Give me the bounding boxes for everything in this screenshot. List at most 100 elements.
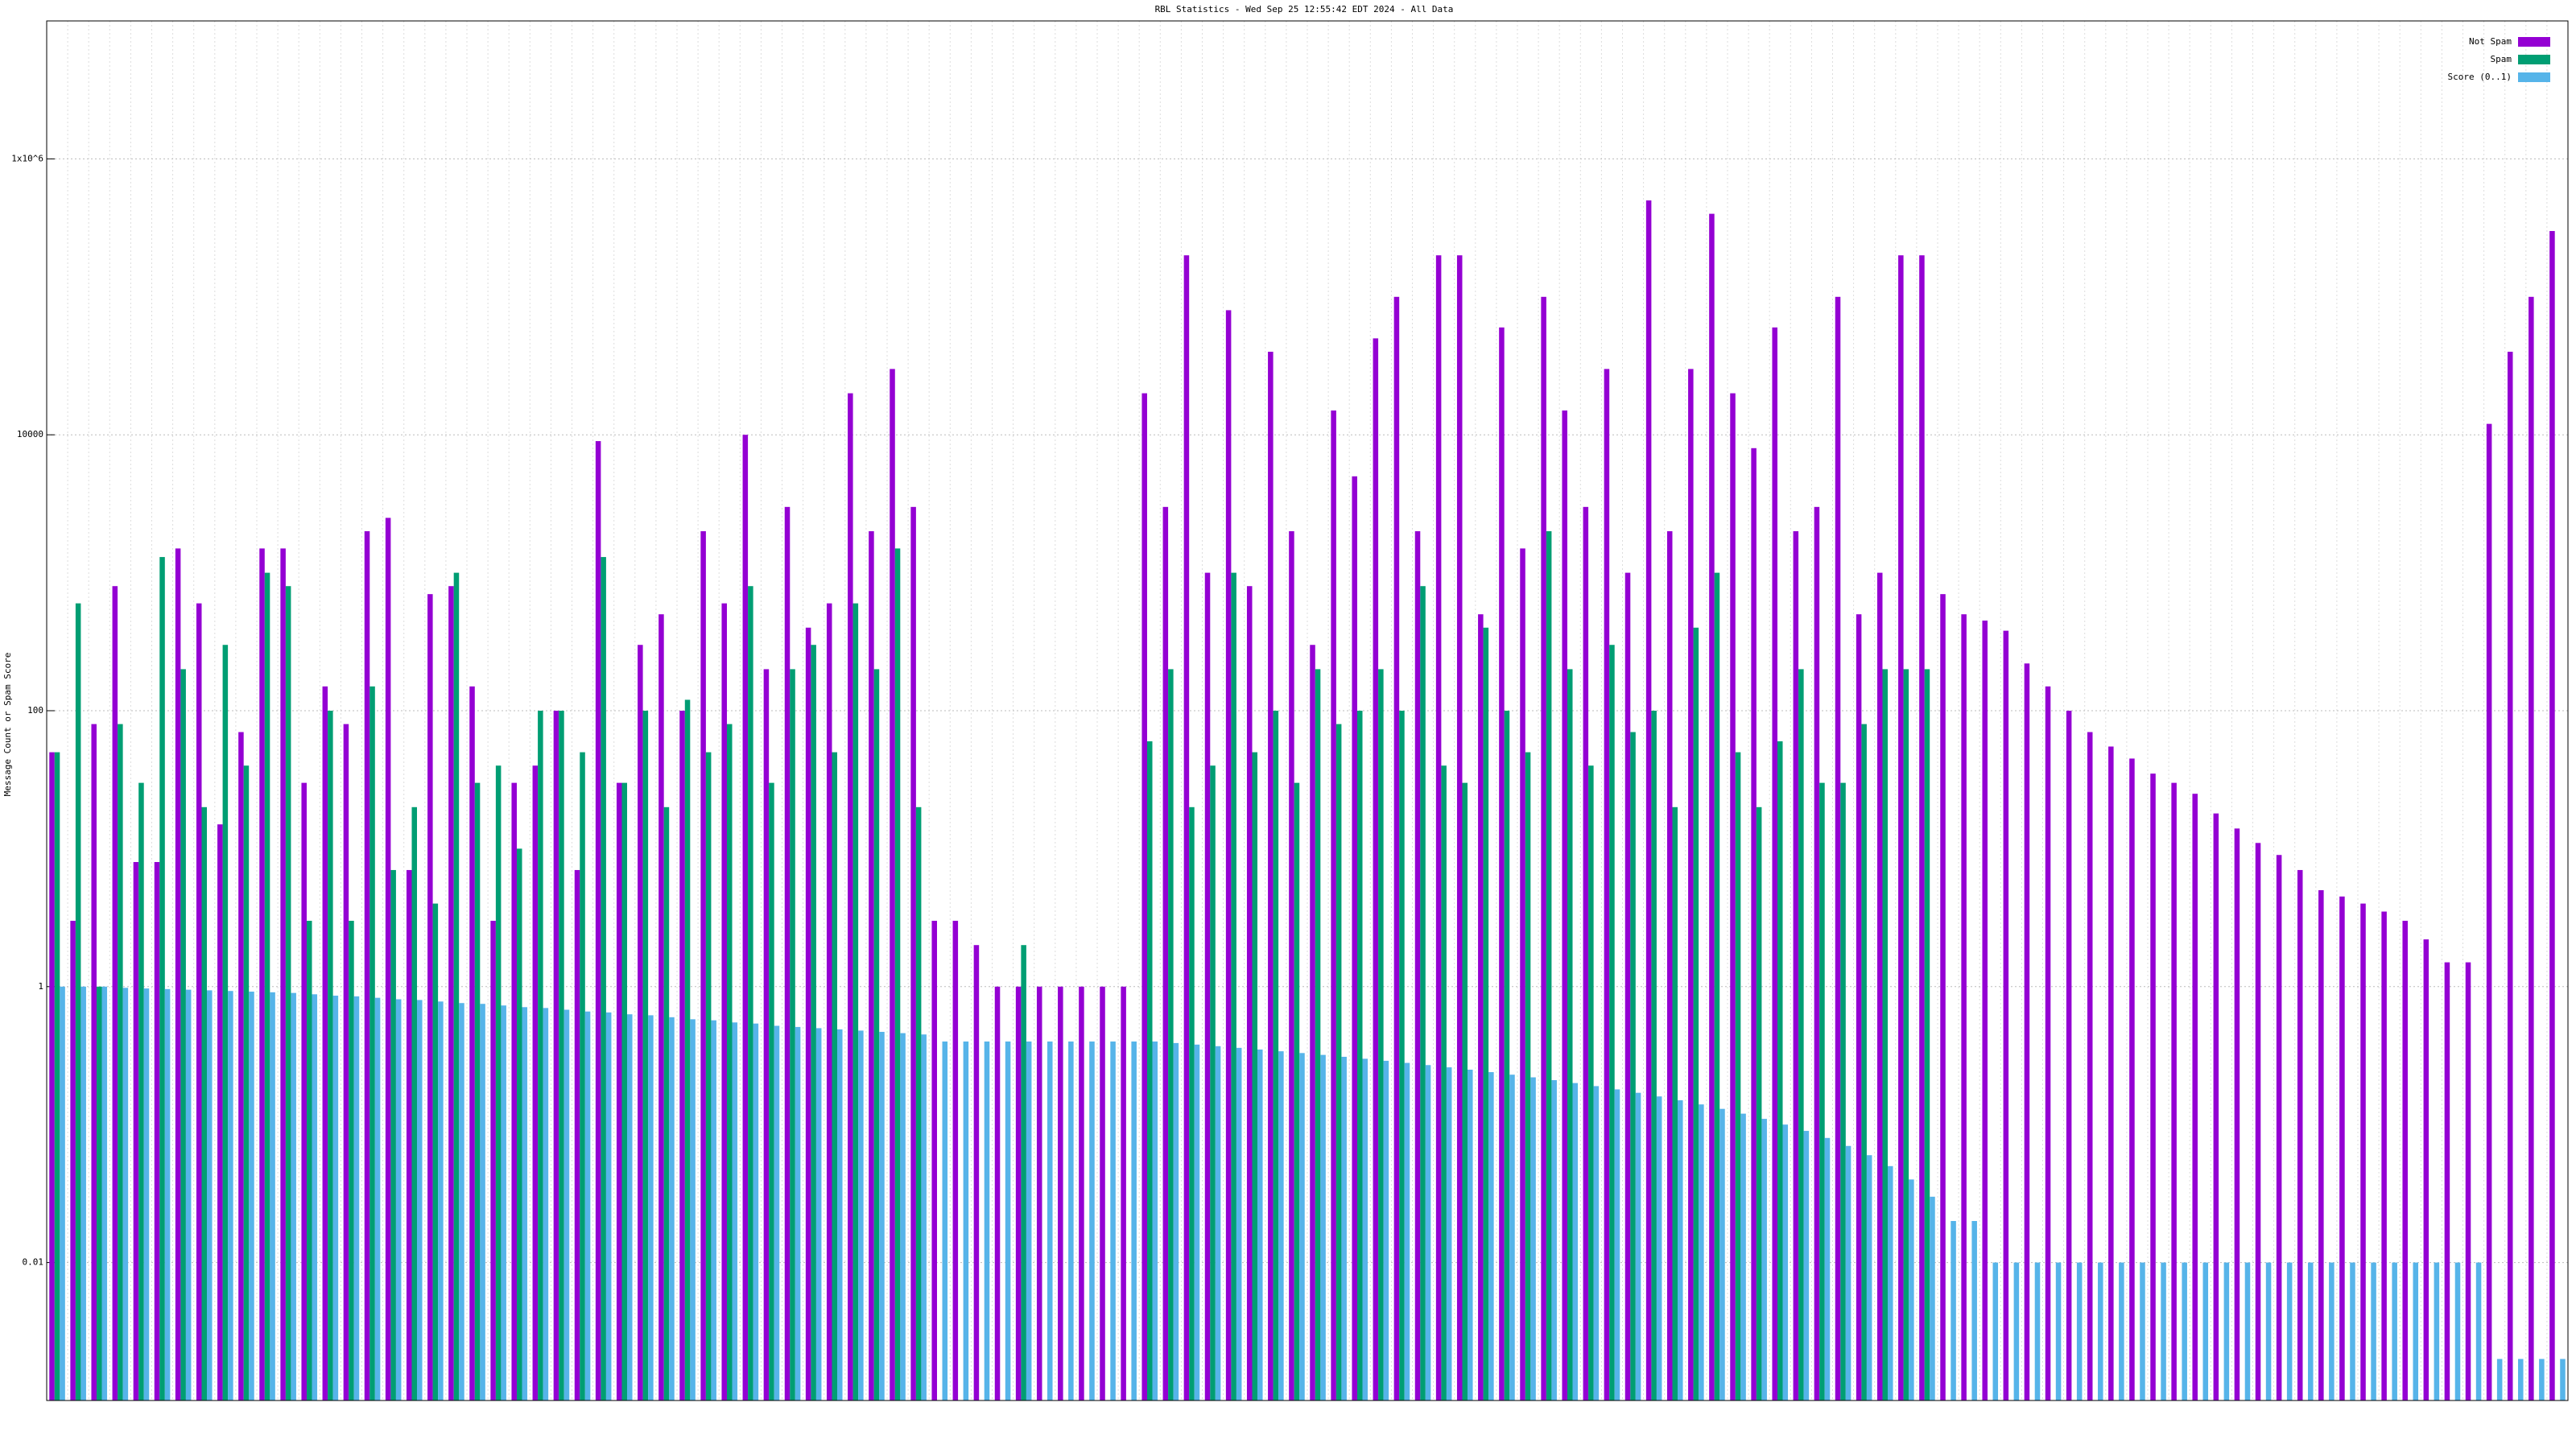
- bar: [1688, 369, 1694, 1401]
- bar: [1378, 669, 1384, 1400]
- bar: [385, 518, 391, 1400]
- bar: [2255, 843, 2261, 1400]
- bar: [2098, 1262, 2103, 1400]
- bar: [101, 986, 108, 1400]
- bar: [1761, 1119, 1767, 1400]
- bar: [516, 848, 522, 1400]
- bar: [1861, 724, 1867, 1400]
- bar: [2013, 1262, 2020, 1400]
- bar: [1210, 765, 1216, 1400]
- bar: [769, 782, 774, 1400]
- bar: [501, 1005, 506, 1400]
- bar: [994, 986, 1001, 1400]
- bar: [921, 1034, 927, 1400]
- y-tick-label: 1x10^6: [11, 153, 43, 163]
- bar: [2045, 686, 2051, 1400]
- bar: [705, 752, 712, 1400]
- plot-frame: [46, 20, 2569, 1401]
- bar: [390, 869, 396, 1400]
- bar: [1236, 1047, 1242, 1400]
- y-tick-label: 0.01: [23, 1257, 44, 1268]
- bar: [1146, 741, 1153, 1400]
- bar: [1499, 327, 1505, 1400]
- bar: [91, 724, 97, 1400]
- bar: [2549, 231, 2555, 1400]
- bar: [112, 586, 118, 1400]
- bar: [2182, 1262, 2187, 1400]
- bar: [522, 1007, 528, 1400]
- bar: [1373, 338, 1379, 1401]
- bar: [280, 548, 286, 1400]
- bar: [1951, 1221, 1956, 1400]
- bar: [1310, 645, 1315, 1400]
- bar: [1551, 1079, 1557, 1400]
- bar: [1751, 448, 1757, 1401]
- bar: [1331, 410, 1336, 1400]
- bar: [1468, 1069, 1473, 1400]
- bar: [438, 1001, 444, 1400]
- bar: [559, 711, 564, 1400]
- bar: [2003, 630, 2009, 1400]
- bar: [1630, 732, 1636, 1400]
- bar: [1005, 1042, 1011, 1400]
- bar: [763, 669, 770, 1400]
- bar: [973, 945, 980, 1400]
- bar: [1971, 1221, 1977, 1400]
- bar: [574, 869, 580, 1400]
- bar: [2423, 939, 2429, 1400]
- bar: [963, 1042, 969, 1400]
- bar: [790, 669, 795, 1400]
- bar: [2444, 962, 2450, 1400]
- bar: [1152, 1042, 1158, 1400]
- bar: [1709, 213, 1715, 1400]
- bar: [2213, 813, 2219, 1400]
- bar: [669, 1017, 675, 1400]
- bar: [2171, 782, 2177, 1400]
- bar: [1456, 255, 1463, 1400]
- bar: [1435, 255, 1442, 1400]
- bar: [748, 586, 753, 1400]
- bar: [2371, 1262, 2376, 1400]
- bar: [952, 921, 959, 1400]
- bar: [1856, 614, 1862, 1400]
- bar: [1257, 1049, 1263, 1400]
- bar: [621, 782, 628, 1400]
- bar: [1924, 669, 1930, 1400]
- bar: [332, 996, 339, 1400]
- bar: [2202, 1262, 2209, 1400]
- bar: [1940, 594, 1946, 1400]
- bar: [2297, 869, 2303, 1400]
- bar: [2108, 746, 2114, 1400]
- bar: [1047, 1042, 1053, 1400]
- bar: [1588, 765, 1594, 1400]
- bar: [2475, 1262, 2482, 1400]
- bar: [1273, 711, 1279, 1400]
- bar: [1015, 986, 1022, 1400]
- bar: [2529, 296, 2534, 1400]
- bar: [1546, 531, 1552, 1401]
- bar: [2223, 1262, 2230, 1400]
- bar: [1100, 986, 1105, 1400]
- bar: [2381, 911, 2387, 1400]
- bar: [264, 572, 270, 1400]
- bar: [1819, 782, 1825, 1400]
- bar: [2076, 1262, 2083, 1400]
- bar: [1335, 724, 1342, 1400]
- bar: [984, 1042, 990, 1400]
- bar: [322, 686, 328, 1400]
- bar: [49, 752, 55, 1400]
- bar: [80, 986, 86, 1400]
- bar: [915, 806, 922, 1400]
- bar: [2129, 758, 2135, 1400]
- bar: [1604, 369, 1610, 1401]
- bar: [285, 586, 291, 1400]
- bar: [1756, 806, 1762, 1400]
- bar: [238, 732, 244, 1400]
- bar: [869, 531, 874, 1401]
- bar: [742, 435, 749, 1401]
- bar: [196, 603, 202, 1400]
- bar: [858, 1030, 864, 1400]
- bar: [721, 603, 727, 1400]
- bar: [1777, 741, 1783, 1400]
